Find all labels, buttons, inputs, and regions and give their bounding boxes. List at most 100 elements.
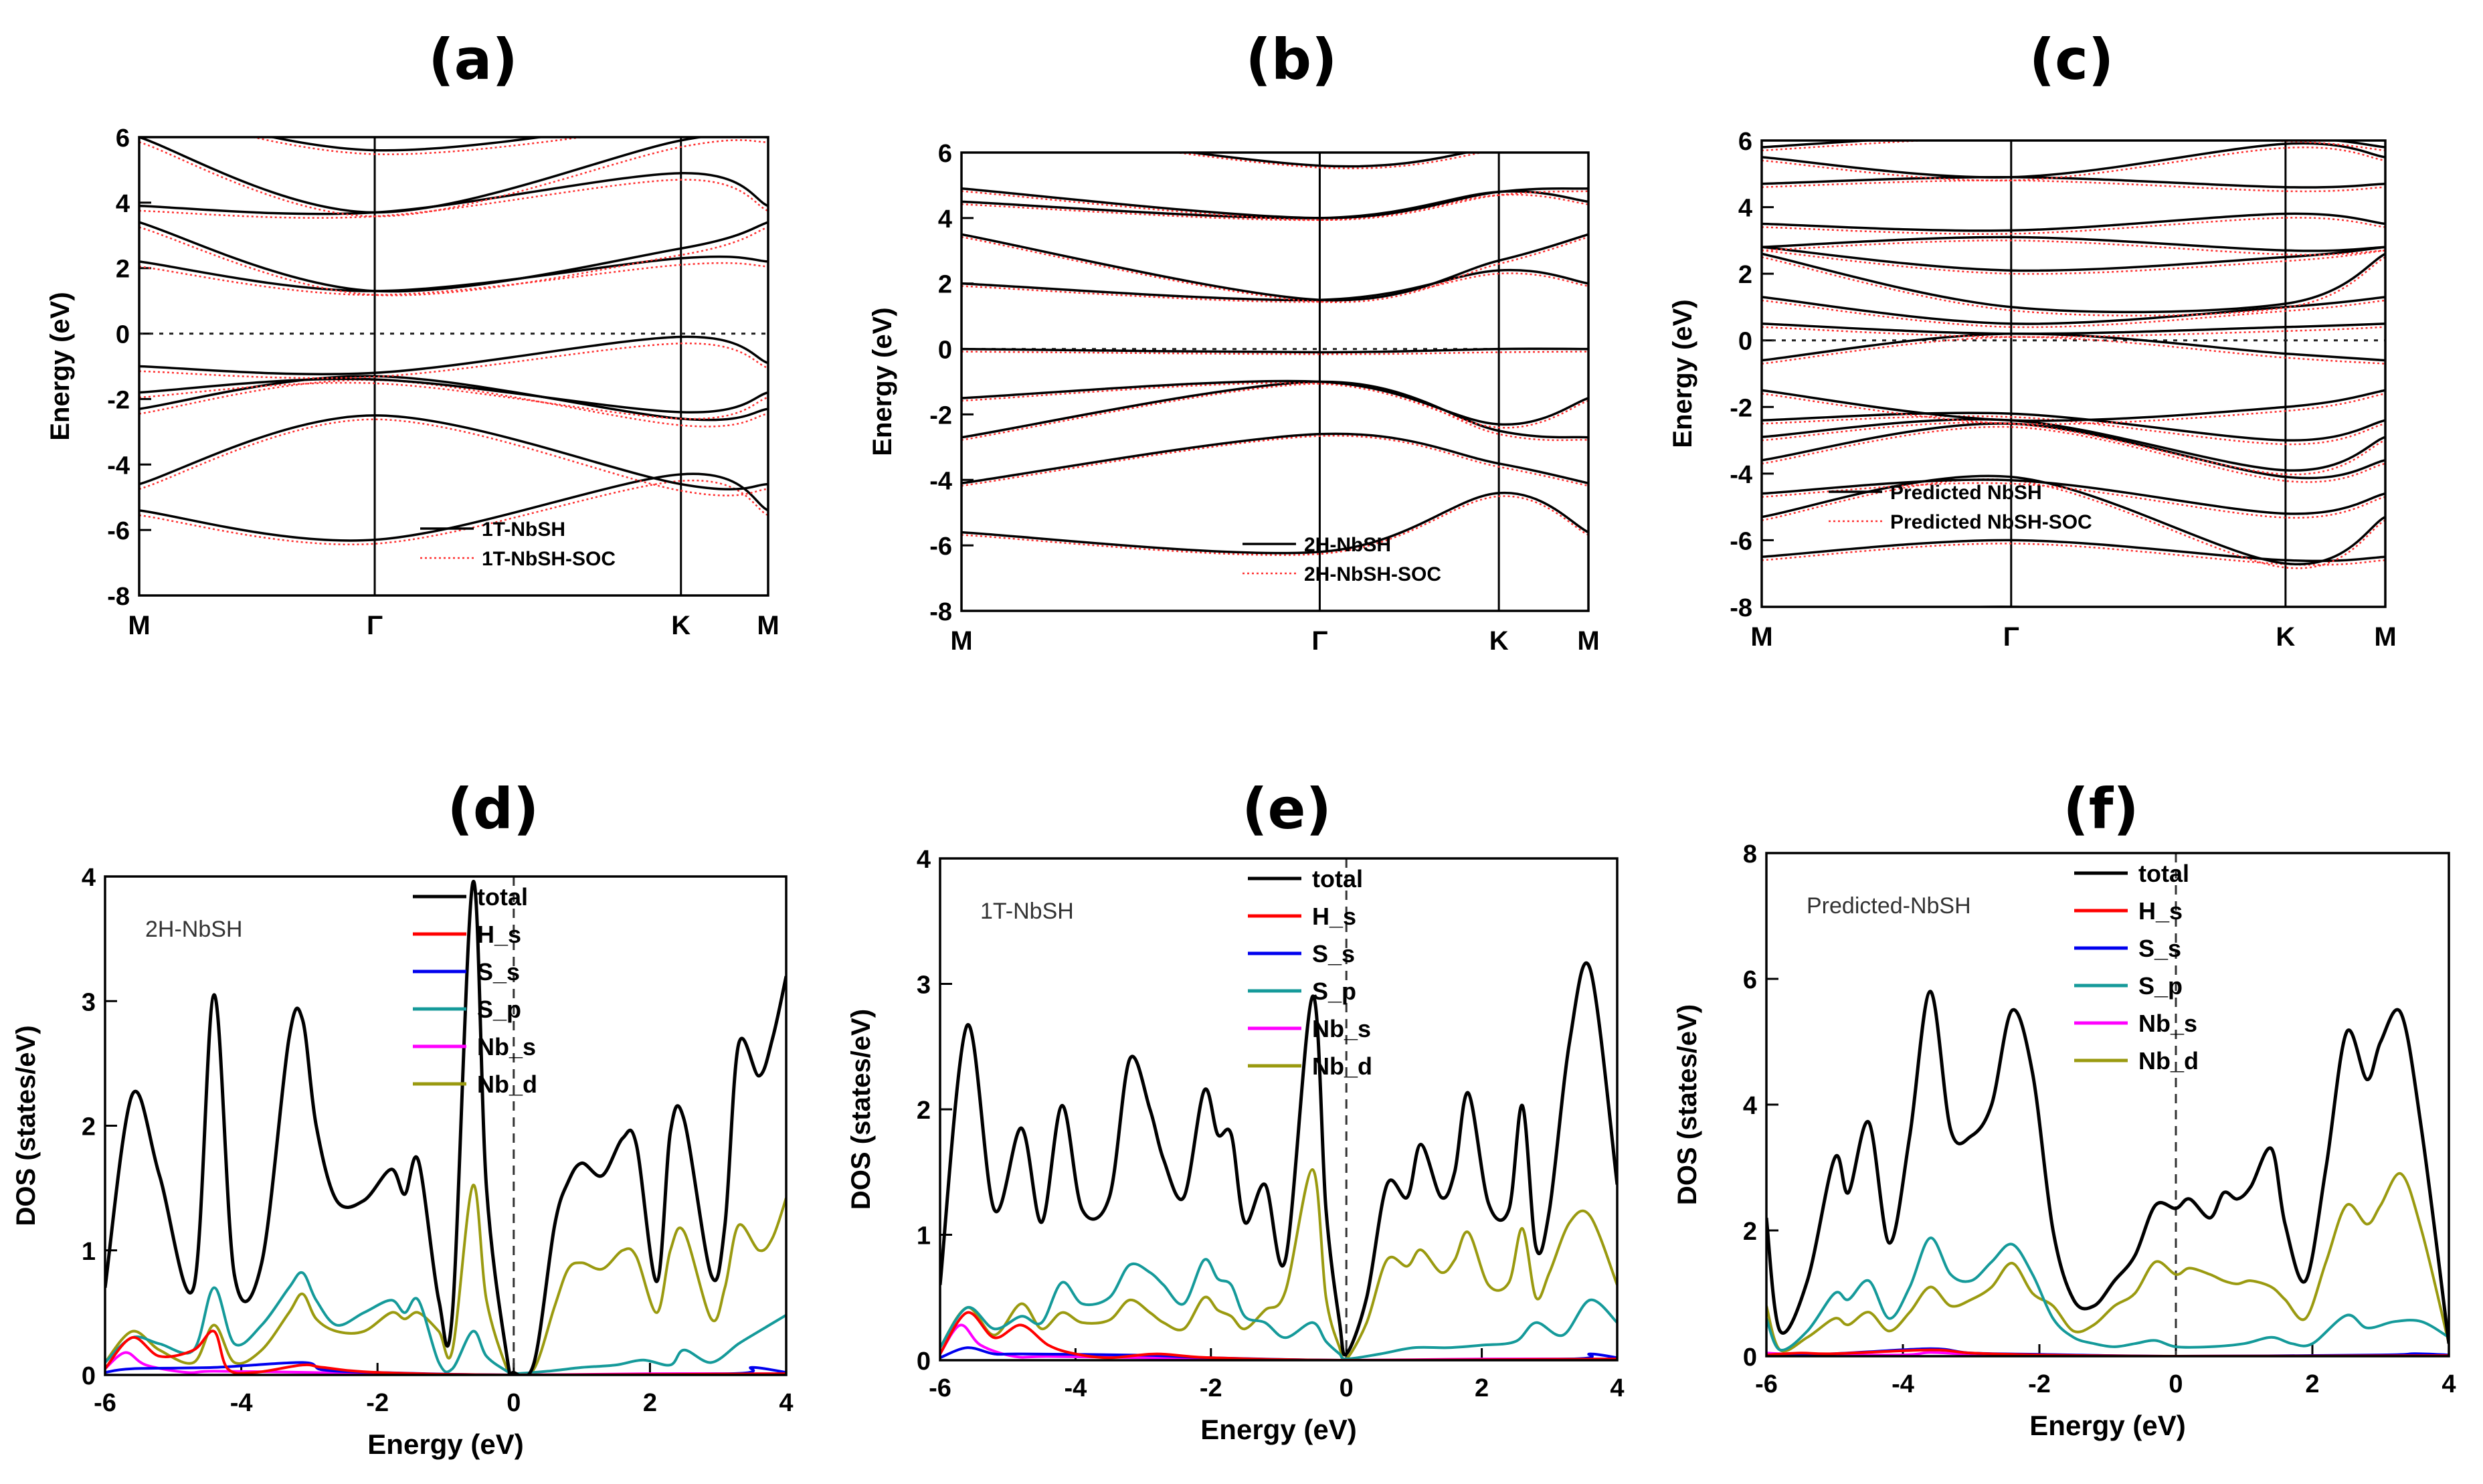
pb-band-line [961, 187, 1588, 219]
pb-ytick-label: -4 [929, 467, 952, 495]
pa-band-line [139, 255, 768, 292]
pf-xtick-label: 0 [2169, 1370, 2183, 1398]
pb-ytick-label: 0 [938, 337, 952, 365]
pd-xtick-label: -2 [366, 1389, 389, 1417]
pa-band-soc-line [139, 479, 768, 546]
pe-xtick-label: -6 [929, 1374, 951, 1402]
pe-legend-label: H_s [1312, 903, 1356, 930]
pc-ytick-label: -6 [1730, 527, 1752, 555]
pe-xtick-label: -2 [1200, 1374, 1222, 1402]
pe-annotation: 1T-NbSH [980, 899, 1074, 924]
pc-band-soc-line [1762, 250, 2385, 275]
pd-series-total-line [105, 879, 786, 1375]
pd-legend-label: total [477, 883, 528, 911]
pa-panel-title: (a) [428, 27, 517, 92]
pf-series [1766, 990, 2449, 1356]
pb-band-soc-line [961, 236, 1588, 303]
pf-frame [1765, 852, 2450, 1358]
pa-kpath-label: M [128, 611, 150, 640]
pe-xtick-label: 2 [1475, 1374, 1489, 1402]
pe-series-s-p-line [940, 1258, 1617, 1360]
pa-legend-label: 1T-NbSH-SOC [482, 548, 616, 570]
pd-legend-label: S_s [477, 958, 520, 986]
pf-legend-label: total [2138, 860, 2189, 887]
pa-band-line [139, 472, 768, 542]
pf-ytick-label: 2 [1743, 1218, 1757, 1246]
pd-legend-label: Nb_d [477, 1071, 537, 1098]
pd-ytick-label: 3 [82, 988, 96, 1016]
pa-ytick-label: -6 [107, 517, 130, 545]
pe-panel-title: (e) [1242, 776, 1331, 842]
pb-band-line [961, 432, 1588, 484]
pc-panel-title: (c) [2029, 27, 2114, 92]
pe-frame [939, 857, 1619, 1362]
pb-ytick-label: -6 [929, 533, 952, 561]
pd-legend-label: S_p [477, 996, 521, 1023]
pc-band-soc-line [1762, 336, 2385, 365]
pc-band-soc-line [1762, 240, 2385, 256]
panel-e-dos: (e) 0 1 2 3 4 DOS (states/eV) -6 -4 -2 0 2 4 Energy (… [846, 776, 1625, 1445]
pf-legend-label: Nb_s [2138, 1010, 2197, 1037]
pb-kpath-label: M [1577, 626, 1599, 656]
pe-legend-label: total [1312, 865, 1363, 893]
pe-legend-label: Nb_s [1312, 1015, 1371, 1042]
pa-band-soc-line [139, 226, 768, 296]
pc-kpath-label: M [1750, 622, 1772, 652]
pb-bands [961, 153, 1588, 556]
pb-ytick-label: 2 [938, 271, 952, 299]
panel-b-band-structure: (b) -8 -6 -4 -2 0 2 4 6 Energy (eV) M Γ K M 2H-NbSH 2H-… [868, 27, 1600, 656]
pa-band-line [139, 335, 768, 375]
pc-band-line [1762, 474, 2385, 566]
pc-legend-label: Predicted NbSH-SOC [1890, 511, 2092, 533]
pa-band-soc-line [139, 381, 768, 420]
pf-xtick-label: -4 [1892, 1370, 1914, 1398]
pc-bands [1762, 141, 2385, 607]
pf-xtick-label: -6 [1755, 1370, 1778, 1398]
pd-ytick-label: 4 [82, 864, 96, 892]
pc-band-soc-line [1762, 393, 2385, 426]
pb-band-soc-line [961, 193, 1588, 221]
pb-kpath-label: K [1489, 626, 1509, 656]
pe-xtick-label: 4 [1610, 1374, 1624, 1402]
pe-ytick-label: 1 [917, 1222, 931, 1250]
pe-legend-label: S_s [1312, 940, 1355, 967]
pe-series-h-s-line [940, 1311, 1617, 1360]
pd-xtick-label: 2 [643, 1389, 657, 1417]
pf-annotation: Predicted-NbSH [1807, 893, 1971, 919]
pa-band-line [139, 377, 768, 413]
pa-y-axis-label: Energy (eV) [45, 292, 75, 440]
pd-ytick-label: 2 [82, 1113, 96, 1141]
pe-series-total-line [940, 961, 1617, 1357]
pa-ytick-label: 0 [116, 321, 130, 349]
pd-series [105, 879, 786, 1375]
pd-ytick-label: 1 [82, 1238, 96, 1266]
pb-band-soc-line [961, 351, 1588, 355]
pc-legend-label: Predicted NbSH [1890, 482, 2042, 504]
pa-band-line [139, 414, 768, 490]
pb-band-soc-line [961, 435, 1588, 487]
pa-ytick-label: -4 [107, 452, 130, 480]
pf-xtick-label: 4 [2442, 1370, 2456, 1398]
pc-band-soc-line [1762, 141, 2385, 152]
pb-band-line [961, 492, 1588, 555]
pc-ytick-label: 2 [1738, 261, 1752, 289]
pa-band-soc-line [139, 262, 768, 296]
pb-panel-title: (b) [1246, 27, 1338, 92]
pa-kpath-label: K [671, 611, 691, 640]
pc-frame [1760, 139, 2387, 608]
pd-xtick-label: -6 [94, 1389, 116, 1417]
pc-ytick-label: -8 [1730, 594, 1752, 622]
pf-ytick-label: 4 [1743, 1092, 1757, 1120]
pe-legend-label: Nb_d [1312, 1052, 1372, 1080]
pf-ytick-label: 8 [1743, 840, 1757, 868]
pc-ytick-label: 6 [1738, 128, 1752, 156]
pd-y-axis-label: DOS (states/eV) [11, 1025, 41, 1226]
pa-band-line [139, 137, 768, 214]
pf-series-s-p-line [1766, 1236, 2449, 1352]
pf-x-axis-label: Energy (eV) [2029, 1410, 2185, 1441]
pb-band-line [961, 379, 1588, 426]
pd-ytick-label: 0 [82, 1362, 96, 1390]
pc-band-soc-line [1762, 299, 2385, 329]
pb-kpath-label: M [950, 626, 972, 656]
